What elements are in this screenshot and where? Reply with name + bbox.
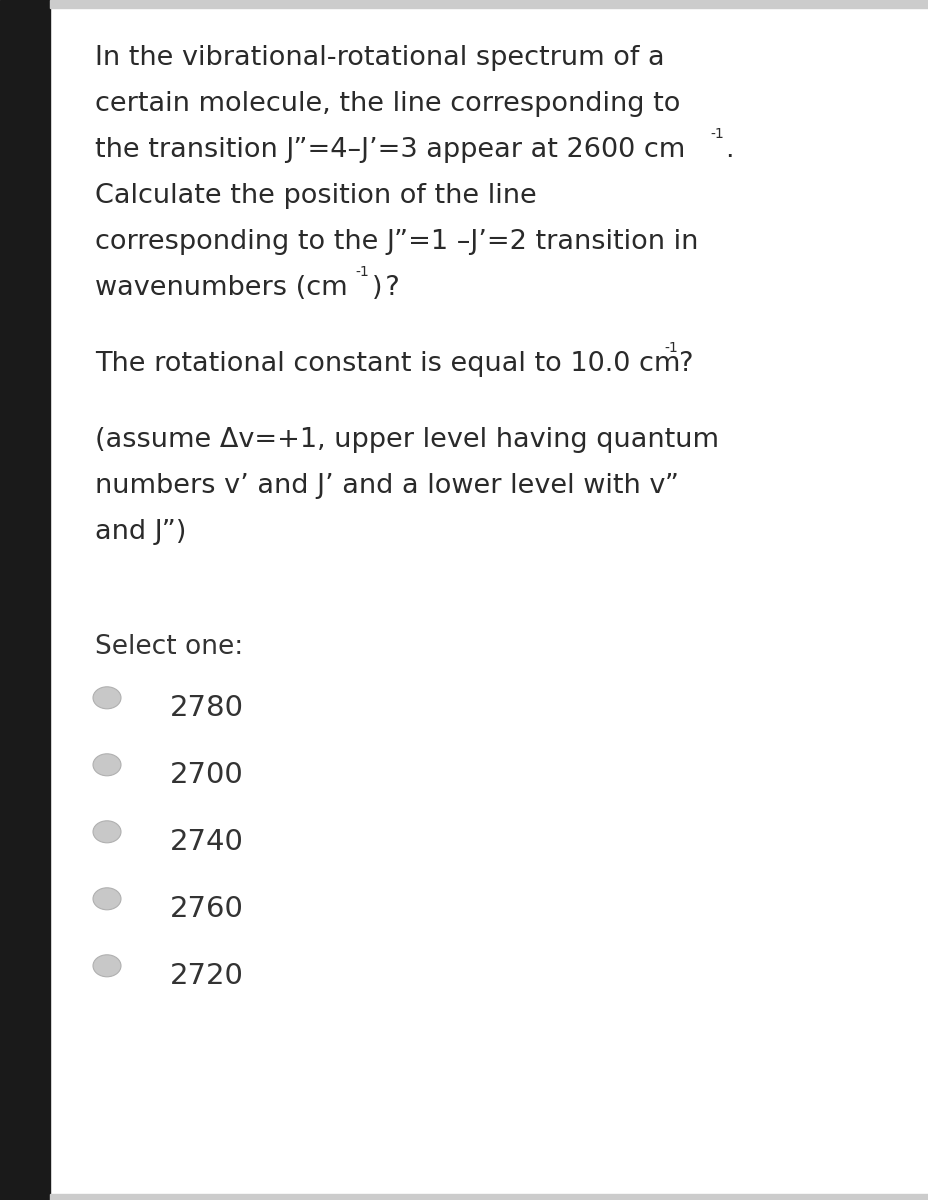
Text: certain molecule, the line corresponding to: certain molecule, the line corresponding… xyxy=(95,91,679,116)
Text: ?: ? xyxy=(678,350,693,377)
Text: 2740: 2740 xyxy=(170,828,244,856)
Text: (assume Δv=+1, upper level having quantum: (assume Δv=+1, upper level having quantu… xyxy=(95,427,718,452)
Text: wavenumbers (cm: wavenumbers (cm xyxy=(95,275,347,301)
Text: Calculate the position of the line: Calculate the position of the line xyxy=(95,182,536,209)
Text: the transition J”=4–J’=3 appear at 2600 cm: the transition J”=4–J’=3 appear at 2600 … xyxy=(95,137,685,163)
Ellipse shape xyxy=(93,955,121,977)
Text: In the vibrational-rotational spectrum of a: In the vibrational-rotational spectrum o… xyxy=(95,44,664,71)
Text: The rotational constant is equal to 10.0 cm: The rotational constant is equal to 10.0… xyxy=(95,350,679,377)
Text: -1: -1 xyxy=(709,127,723,140)
Text: -1: -1 xyxy=(354,265,368,278)
Text: ) ?: ) ? xyxy=(371,275,399,301)
Ellipse shape xyxy=(93,754,121,775)
Text: 2780: 2780 xyxy=(170,694,244,721)
Bar xyxy=(50,0,928,8)
Text: 2720: 2720 xyxy=(170,962,244,990)
Text: .: . xyxy=(724,137,733,163)
Text: Select one:: Select one: xyxy=(95,634,243,660)
Text: -1: -1 xyxy=(664,341,677,355)
Text: and J”): and J”) xyxy=(95,518,187,545)
Bar xyxy=(50,1194,928,1200)
Bar xyxy=(0,0,50,1200)
Ellipse shape xyxy=(93,686,121,709)
Text: numbers v’ and J’ and a lower level with v”: numbers v’ and J’ and a lower level with… xyxy=(95,473,678,499)
Text: corresponding to the J”=1 –J’=2 transition in: corresponding to the J”=1 –J’=2 transiti… xyxy=(95,229,698,254)
Ellipse shape xyxy=(93,821,121,842)
Text: 2760: 2760 xyxy=(170,895,244,923)
Ellipse shape xyxy=(93,888,121,910)
Text: 2700: 2700 xyxy=(170,761,243,788)
